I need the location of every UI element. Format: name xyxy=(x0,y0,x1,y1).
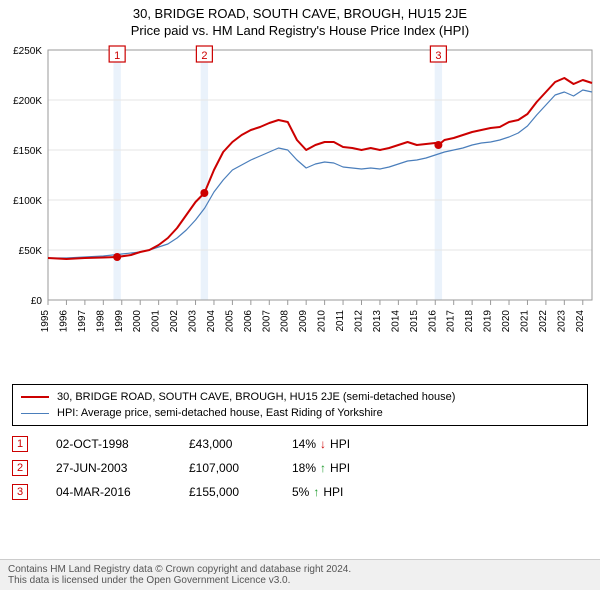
svg-text:£50K: £50K xyxy=(19,246,43,257)
svg-text:2022: 2022 xyxy=(538,310,549,333)
footer-line1: Contains HM Land Registry data © Crown c… xyxy=(8,564,592,575)
svg-text:2014: 2014 xyxy=(390,310,401,333)
svg-text:2003: 2003 xyxy=(188,310,199,333)
arrow-down-icon: ↓ xyxy=(320,437,326,451)
legend-row-hpi: HPI: Average price, semi-detached house,… xyxy=(21,405,579,421)
event-price: £43,000 xyxy=(189,437,264,451)
svg-text:1: 1 xyxy=(114,50,120,62)
legend-row-property: 30, BRIDGE ROAD, SOUTH CAVE, BROUGH, HU1… xyxy=(21,389,579,405)
svg-text:2019: 2019 xyxy=(483,310,494,333)
svg-text:2001: 2001 xyxy=(151,310,162,333)
event-date: 02-OCT-1998 xyxy=(56,437,161,451)
svg-text:2009: 2009 xyxy=(298,310,309,333)
svg-text:2013: 2013 xyxy=(372,310,383,333)
event-pct: 14% ↓ HPI xyxy=(292,437,350,451)
svg-text:2012: 2012 xyxy=(353,310,364,333)
svg-text:2024: 2024 xyxy=(575,310,586,333)
svg-text:1995: 1995 xyxy=(40,310,51,333)
svg-text:2016: 2016 xyxy=(427,310,438,333)
event-number: 3 xyxy=(12,484,28,500)
event-pct: 18% ↑ HPI xyxy=(292,461,350,475)
svg-text:2000: 2000 xyxy=(132,310,143,333)
svg-text:1997: 1997 xyxy=(77,310,88,333)
title: 30, BRIDGE ROAD, SOUTH CAVE, BROUGH, HU1… xyxy=(0,6,600,21)
event-row: 1 02-OCT-1998 £43,000 14% ↓ HPI xyxy=(12,432,588,456)
svg-text:£250K: £250K xyxy=(13,46,42,57)
events-table: 1 02-OCT-1998 £43,000 14% ↓ HPI 2 27-JUN-2003… xyxy=(12,432,588,504)
svg-text:2004: 2004 xyxy=(206,310,217,333)
legend-swatch-property xyxy=(21,396,49,398)
event-row: 2 27-JUN-2003 £107,000 18% ↑ HPI xyxy=(12,456,588,480)
svg-text:1996: 1996 xyxy=(58,310,69,333)
svg-text:£150K: £150K xyxy=(13,146,42,157)
event-number: 2 xyxy=(12,460,28,476)
event-date: 04-MAR-2016 xyxy=(56,485,161,499)
footer-line2: This data is licensed under the Open Gov… xyxy=(8,575,592,586)
svg-text:2002: 2002 xyxy=(169,310,180,333)
legend-label-property: 30, BRIDGE ROAD, SOUTH CAVE, BROUGH, HU1… xyxy=(57,391,455,403)
svg-text:1999: 1999 xyxy=(114,310,125,333)
svg-text:2017: 2017 xyxy=(446,310,457,333)
svg-text:£200K: £200K xyxy=(13,96,42,107)
event-pct: 5% ↑ HPI xyxy=(292,485,343,499)
event-date: 27-JUN-2003 xyxy=(56,461,161,475)
svg-text:2: 2 xyxy=(201,50,207,62)
svg-text:2010: 2010 xyxy=(317,310,328,333)
svg-text:1998: 1998 xyxy=(95,310,106,333)
arrow-up-icon: ↑ xyxy=(313,485,319,499)
chart: £0 £50K £100K £150K £200K £250K 1995 1996 1997 19… xyxy=(0,38,600,378)
event-number: 1 xyxy=(12,436,28,452)
svg-text:2020: 2020 xyxy=(501,310,512,333)
svg-text:2023: 2023 xyxy=(556,310,567,333)
event-price: £107,000 xyxy=(189,461,264,475)
svg-text:2008: 2008 xyxy=(280,310,291,333)
svg-text:£0: £0 xyxy=(31,296,43,307)
svg-text:2006: 2006 xyxy=(243,310,254,333)
svg-text:£100K: £100K xyxy=(13,196,42,207)
event-row: 3 04-MAR-2016 £155,000 5% ↑ HPI xyxy=(12,480,588,504)
svg-text:2015: 2015 xyxy=(409,310,420,333)
svg-text:2011: 2011 xyxy=(335,310,346,332)
footer: Contains HM Land Registry data © Crown c… xyxy=(0,559,600,590)
svg-text:2021: 2021 xyxy=(519,310,530,333)
legend: 30, BRIDGE ROAD, SOUTH CAVE, BROUGH, HU1… xyxy=(12,384,588,426)
subtitle: Price paid vs. HM Land Registry's House … xyxy=(0,23,600,38)
svg-text:2018: 2018 xyxy=(464,310,475,333)
arrow-up-icon: ↑ xyxy=(320,461,326,475)
legend-swatch-hpi xyxy=(21,413,49,414)
legend-label-hpi: HPI: Average price, semi-detached house,… xyxy=(57,407,383,419)
svg-text:2005: 2005 xyxy=(224,310,235,333)
svg-text:3: 3 xyxy=(435,50,441,62)
event-price: £155,000 xyxy=(189,485,264,499)
svg-text:2007: 2007 xyxy=(261,310,272,333)
